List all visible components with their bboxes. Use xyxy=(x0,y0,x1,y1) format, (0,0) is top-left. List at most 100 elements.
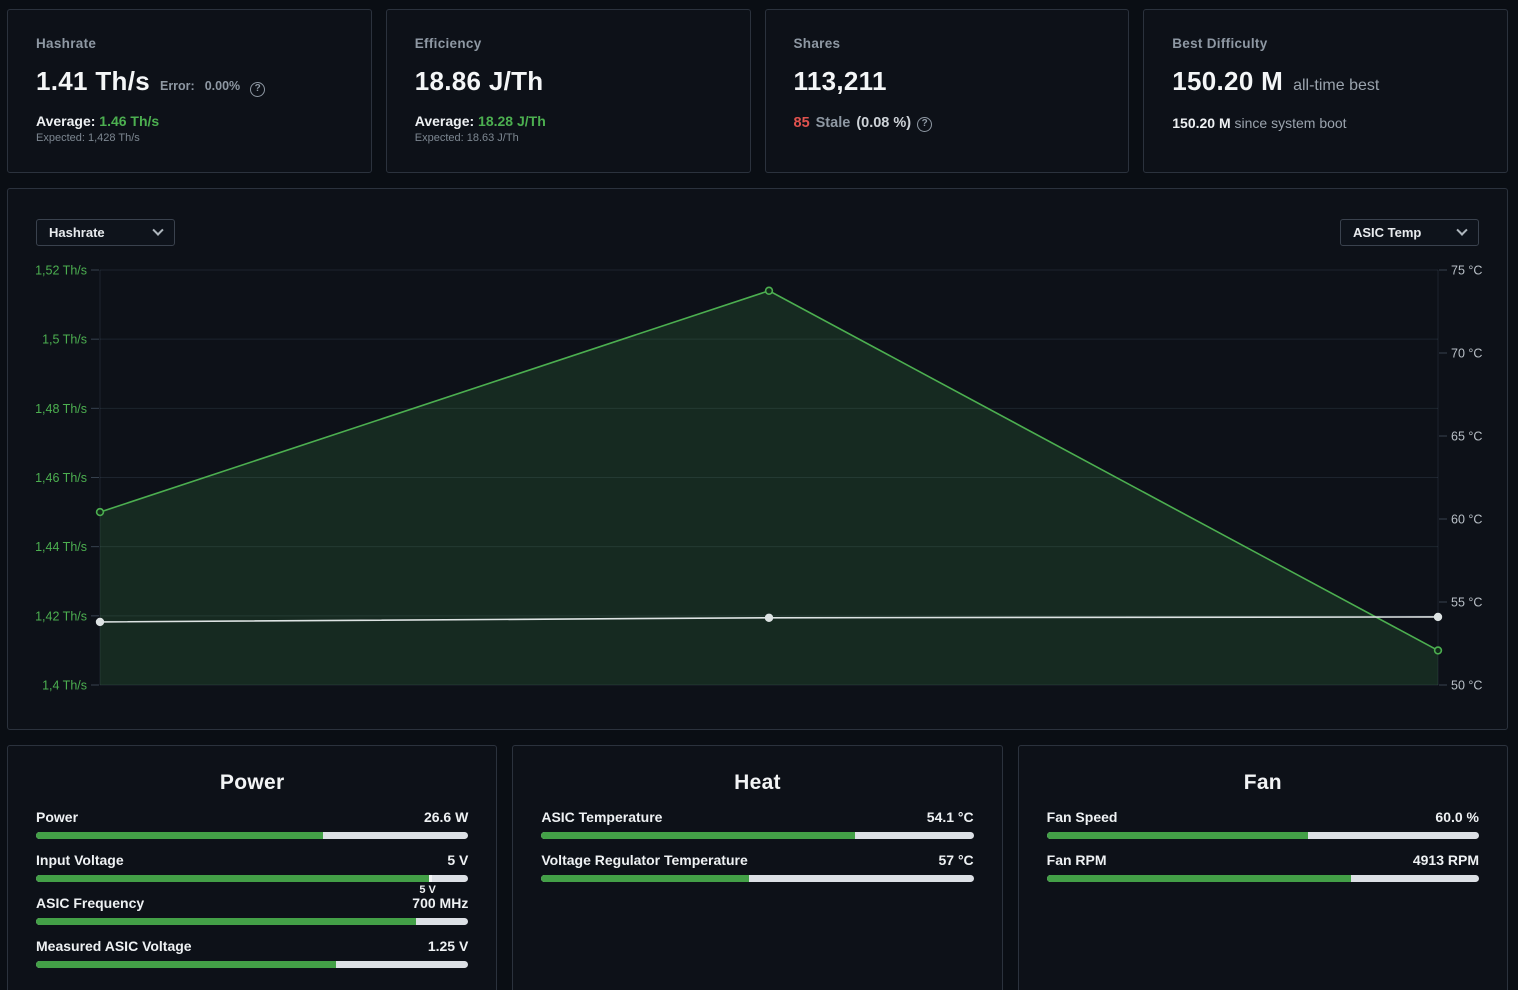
hashrate-card: Hashrate 1.41 Th/s Error: 0.00% ? Averag… xyxy=(7,9,372,173)
right-series-select[interactable]: ASIC Temp xyxy=(1340,219,1479,246)
series-area-hashrate xyxy=(100,291,1438,685)
right-series-select-value: ASIC Temp xyxy=(1353,225,1421,240)
progress-bar xyxy=(1047,875,1479,882)
progress-bar xyxy=(36,832,468,839)
shares-value: 113,211 xyxy=(794,66,887,97)
meter-value: 5 V xyxy=(447,852,468,868)
chevron-down-icon xyxy=(152,224,163,235)
best-difficulty-value: 150.20 M xyxy=(1172,66,1283,97)
boot-note: since system boot xyxy=(1235,115,1347,131)
data-point[interactable] xyxy=(97,619,104,626)
meter-label: Measured ASIC Voltage xyxy=(36,938,192,954)
panel-title: Heat xyxy=(541,771,973,795)
left-axis-tick: 1,46 Th/s xyxy=(35,471,87,485)
card-title: Shares xyxy=(794,36,1101,51)
shares-card: Shares 113,211 85 Stale (0.08 %) ? xyxy=(765,9,1130,173)
data-point[interactable] xyxy=(766,287,773,294)
meter-input-voltage: Input Voltage 5 V 5 V xyxy=(36,852,468,882)
help-icon[interactable]: ? xyxy=(250,82,265,97)
error-label: Error: xyxy=(160,79,195,93)
panel-heat: Heat ASIC Temperature 54.1 °C Voltage Regul… xyxy=(512,745,1002,990)
data-point[interactable] xyxy=(766,614,773,621)
right-axis-tick: 55 °C xyxy=(1451,596,1482,610)
meter-fan-speed: Fan Speed 60.0 % xyxy=(1047,809,1479,839)
expected-value: Expected: 1,428 Th/s xyxy=(36,132,343,144)
hashrate-value: 1.41 Th/s xyxy=(36,66,150,97)
meter-value: 60.0 % xyxy=(1435,809,1479,825)
error-value: 0.00% xyxy=(205,79,240,93)
left-axis-tick: 1,44 Th/s xyxy=(35,540,87,554)
stale-percent: (0.08 %) xyxy=(856,115,911,131)
meter-power: Power 26.6 W xyxy=(36,809,468,839)
chevron-down-icon xyxy=(1456,224,1467,235)
progress-bar xyxy=(541,832,973,839)
progress-bar-fill xyxy=(541,875,749,882)
boot-difficulty-value: 150.20 M xyxy=(1172,115,1230,131)
hashrate-temp-chart: 1,52 Th/s1,5 Th/s1,48 Th/s1,46 Th/s1,44 … xyxy=(8,189,1507,729)
left-axis-tick: 1,42 Th/s xyxy=(35,609,87,623)
nominal-marker-label: 5 V xyxy=(419,884,436,896)
progress-bar xyxy=(1047,832,1479,839)
panel-fan: Fan Fan Speed 60.0 % Fan RPM 4913 RPM xyxy=(1018,745,1508,990)
panels-row: PowerPower26.6 WInput Voltage5 V5 VASIC … xyxy=(7,745,1508,990)
stats-row: Hashrate 1.41 Th/s Error: 0.00% ? Averag… xyxy=(7,9,1508,173)
progress-bar-fill xyxy=(36,875,429,882)
meter-asic-frequency: ASIC Frequency 700 MHz xyxy=(36,895,468,925)
meter-label: ASIC Frequency xyxy=(36,895,144,911)
left-axis-tick: 1,48 Th/s xyxy=(35,402,87,416)
left-series-select-value: Hashrate xyxy=(49,225,105,240)
meter-label: Fan RPM xyxy=(1047,852,1107,868)
progress-bar xyxy=(36,918,468,925)
meter-label: Fan Speed xyxy=(1047,809,1118,825)
average-label: Average: xyxy=(36,113,95,129)
meter-voltage-regulator-temperature: Voltage Regulator Temperature 57 °C xyxy=(541,852,973,882)
help-icon[interactable]: ? xyxy=(917,117,932,132)
chart-card: 1,52 Th/s1,5 Th/s1,48 Th/s1,46 Th/s1,44 … xyxy=(7,188,1508,730)
all-time-best-note: all-time best xyxy=(1293,77,1379,95)
meter-value: 1.25 V xyxy=(428,938,468,954)
progress-bar: 5 V xyxy=(36,875,468,882)
card-title: Hashrate xyxy=(36,36,343,51)
miner-dashboard: Hashrate 1.41 Th/s Error: 0.00% ? Averag… xyxy=(7,9,1508,990)
meter-label: Voltage Regulator Temperature xyxy=(541,852,747,868)
meter-label: Power xyxy=(36,809,78,825)
data-point[interactable] xyxy=(97,509,104,516)
right-axis-tick: 60 °C xyxy=(1451,513,1482,527)
meter-value: 26.6 W xyxy=(424,809,468,825)
meter-value: 54.1 °C xyxy=(927,809,974,825)
average-value: 1.46 Th/s xyxy=(99,113,159,129)
panel-title: Fan xyxy=(1047,771,1479,795)
meter-value: 4913 RPM xyxy=(1413,852,1479,868)
left-axis-tick: 1,5 Th/s xyxy=(42,333,87,347)
stale-count: 85 xyxy=(794,115,810,131)
card-title: Efficiency xyxy=(415,36,722,51)
card-title: Best Difficulty xyxy=(1172,36,1479,51)
left-axis-tick: 1,4 Th/s xyxy=(42,679,87,693)
meter-value: 700 MHz xyxy=(412,895,468,911)
nominal-marker xyxy=(429,875,432,882)
progress-bar-fill xyxy=(1047,875,1352,882)
panel-title: Power xyxy=(36,771,468,795)
average-value: 18.28 J/Th xyxy=(478,113,546,129)
left-series-select[interactable]: Hashrate xyxy=(36,219,175,246)
progress-bar-fill xyxy=(1047,832,1309,839)
progress-bar-fill xyxy=(36,832,323,839)
data-point[interactable] xyxy=(1435,614,1442,621)
progress-bar-fill xyxy=(36,918,416,925)
meter-measured-asic-voltage: Measured ASIC Voltage 1.25 V xyxy=(36,938,468,968)
efficiency-card: Efficiency 18.86 J/Th Average: 18.28 J/T… xyxy=(386,9,751,173)
stale-label: Stale xyxy=(816,115,851,131)
meter-label: ASIC Temperature xyxy=(541,809,662,825)
expected-value: Expected: 18.63 J/Th xyxy=(415,132,722,144)
right-axis-tick: 70 °C xyxy=(1451,347,1482,361)
right-axis-tick: 75 °C xyxy=(1451,264,1482,278)
progress-bar-fill xyxy=(36,961,336,968)
meter-label: Input Voltage xyxy=(36,852,124,868)
meter-fan-rpm: Fan RPM 4913 RPM xyxy=(1047,852,1479,882)
meter-value: 57 °C xyxy=(938,852,973,868)
average-label: Average: xyxy=(415,113,474,129)
progress-bar-fill xyxy=(541,832,854,839)
data-point[interactable] xyxy=(1435,647,1442,654)
progress-bar xyxy=(36,961,468,968)
progress-bar xyxy=(541,875,973,882)
